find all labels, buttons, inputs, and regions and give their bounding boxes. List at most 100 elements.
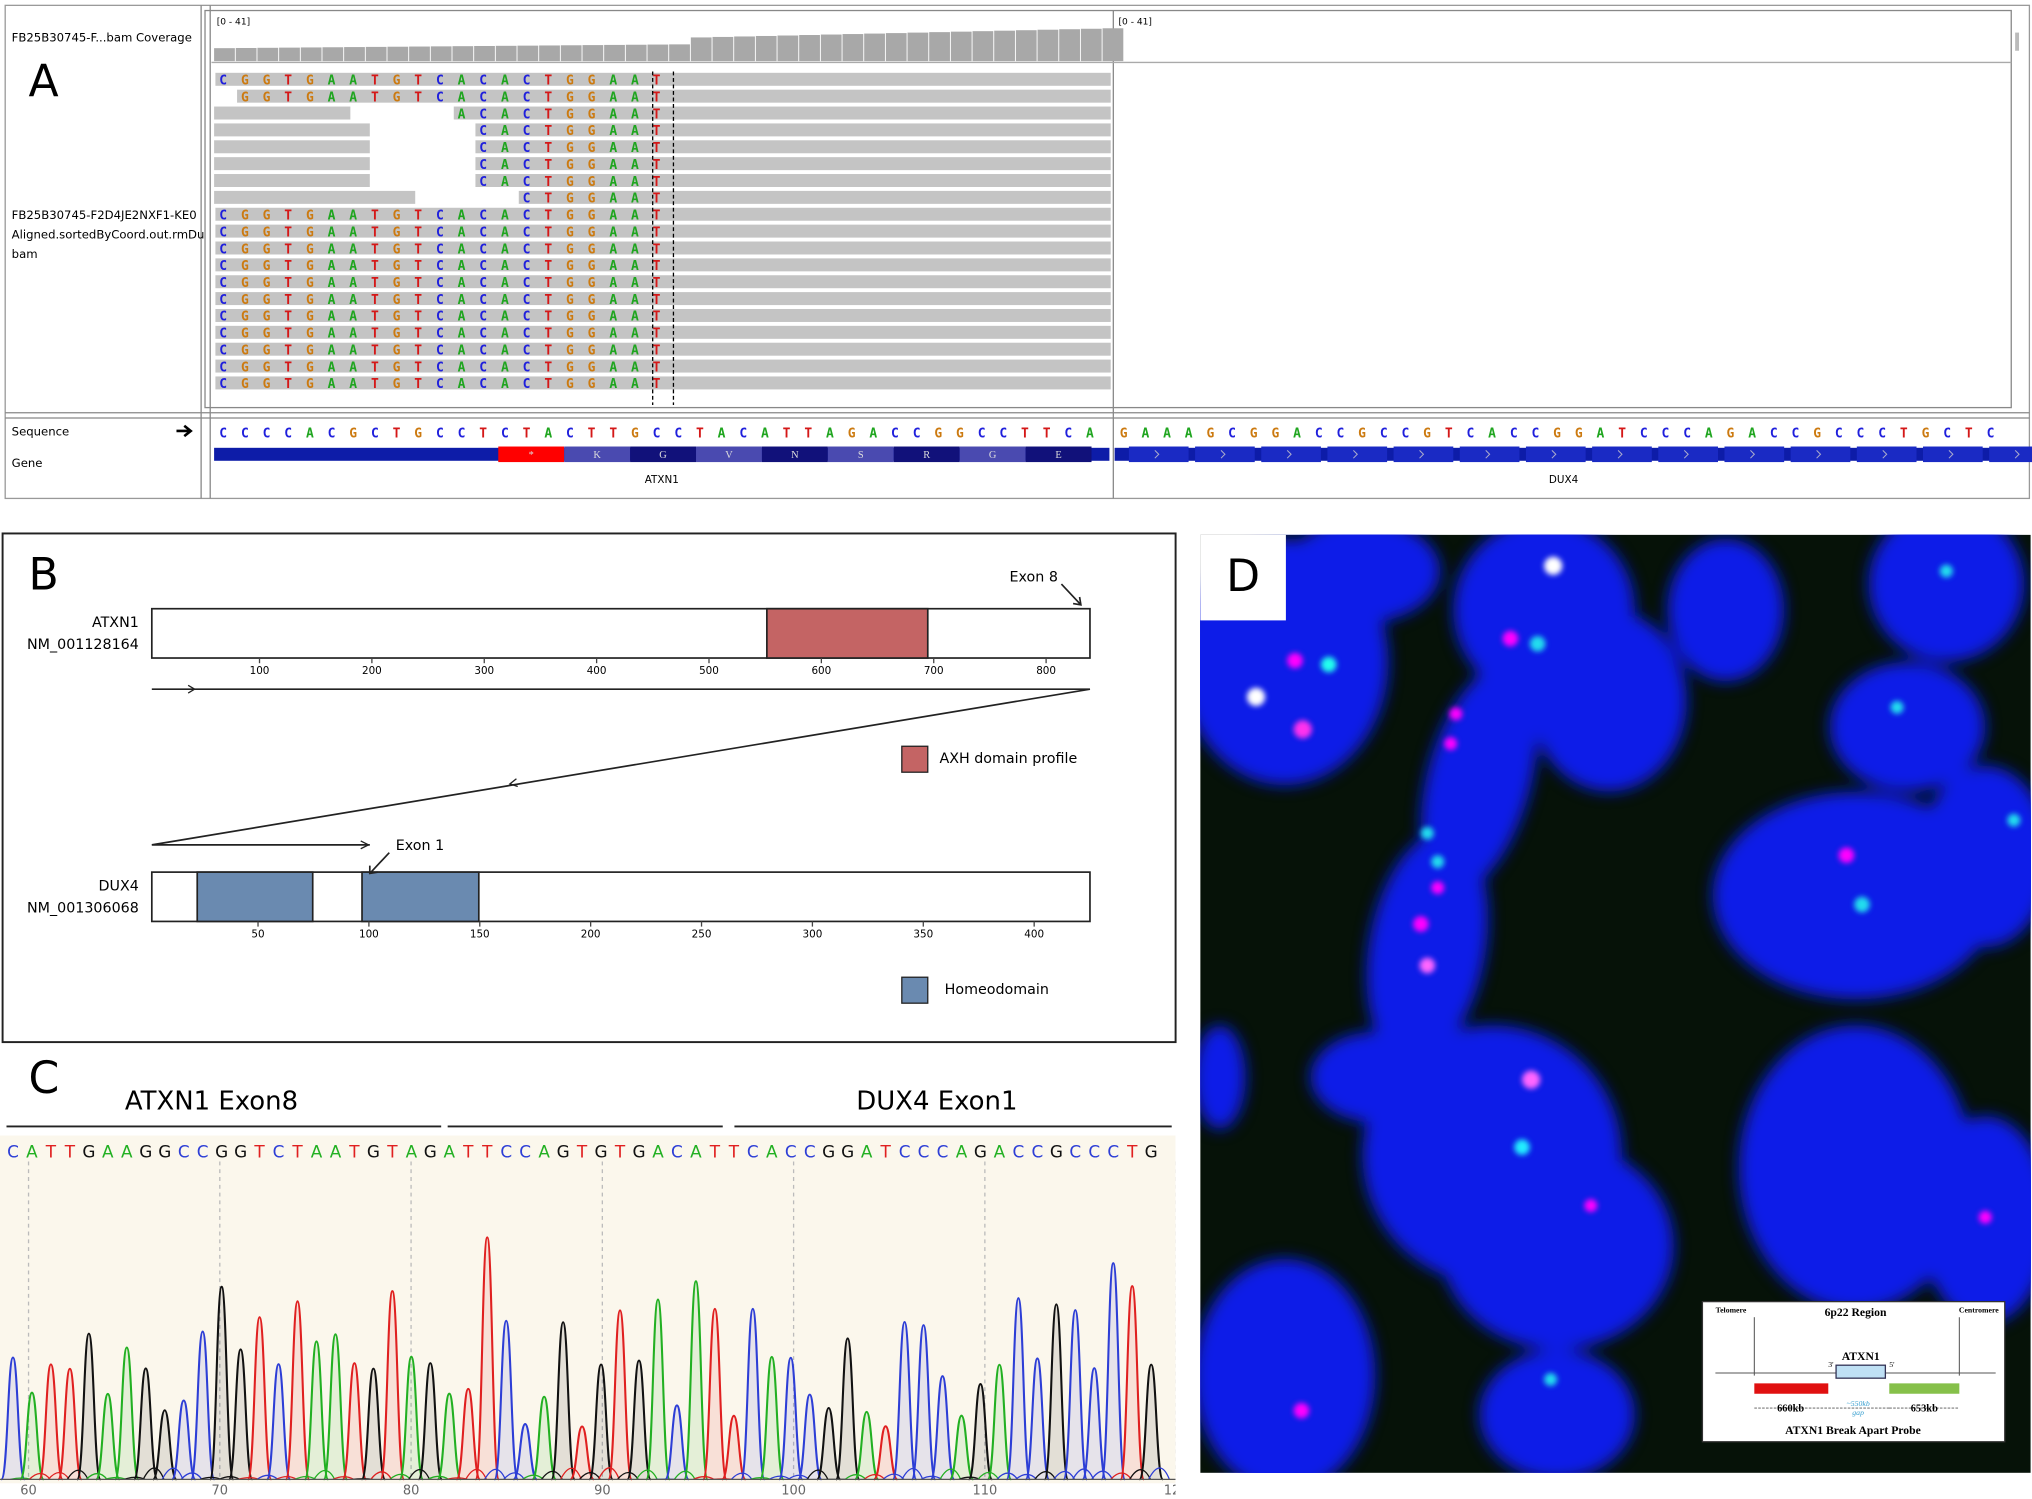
track-label: Gene (12, 456, 43, 470)
amino-acid-label: N (791, 450, 799, 461)
noise (180, 1472, 203, 1480)
amino-acid (959, 446, 1026, 463)
inset-label: 3' (1828, 1360, 1834, 1369)
amino-acid-label: * (529, 450, 534, 461)
peak (778, 1356, 804, 1481)
peak-shade (209, 1286, 234, 1480)
inset-label: 5' (1889, 1360, 1895, 1369)
peak (114, 1346, 140, 1481)
peak-shade (703, 1308, 727, 1480)
noise (996, 1472, 1019, 1480)
noise (28, 1472, 51, 1480)
peak-shade (684, 1281, 708, 1480)
tick-label: 200 (581, 928, 601, 940)
legend-label: AXH domain profile (939, 751, 1077, 767)
noise (863, 1473, 886, 1480)
peak-shade (646, 1299, 670, 1480)
peak-shade (418, 1363, 443, 1480)
strand-arrow (1683, 450, 1689, 459)
tick-label: 250 (692, 928, 712, 940)
tick-label: 400 (1024, 928, 1044, 940)
strand-arrow (1750, 450, 1756, 459)
coverage-bar (929, 32, 950, 62)
tick-label: 100 (781, 1484, 806, 1499)
legend-swatch (901, 745, 929, 773)
coverage-bar (885, 33, 907, 62)
noise (1129, 1469, 1151, 1480)
peak-shade (285, 1301, 310, 1480)
track-label: Aligned.sortedByCoord.out.rmDu (12, 228, 205, 242)
track-label: FB25B30745-F2D4JE2NXF1-KE0 (12, 208, 197, 222)
peak-shade (228, 1349, 253, 1480)
tick-label: 50 (251, 928, 264, 940)
peak (759, 1355, 785, 1481)
peak (683, 1280, 709, 1481)
noise (484, 1468, 506, 1480)
tick-label: 300 (803, 928, 823, 940)
coverage-bar (474, 45, 495, 62)
peak-shade (836, 1338, 860, 1480)
peak-shade (987, 1364, 1012, 1480)
coverage-bar (1059, 29, 1080, 62)
noise (597, 1467, 620, 1480)
noise (370, 1471, 393, 1480)
coverage-bar (539, 45, 560, 62)
peak-shade (96, 1393, 120, 1480)
peak (1081, 1367, 1107, 1481)
peak (341, 1362, 368, 1481)
amino-acid-label: V (725, 450, 733, 461)
peak-shade (20, 1392, 44, 1480)
panel-label: D (1226, 551, 1260, 602)
noise (408, 1468, 431, 1480)
read (215, 376, 1111, 390)
fish-labels: D Telomere 6p22 Region Centromere ATXN1 3' 5' 6… (1226, 551, 1999, 1437)
peak-shade (342, 1363, 367, 1480)
segment-label: DUX4 Exon1 (856, 1086, 1017, 1116)
noise (844, 1474, 867, 1480)
amino-acid (630, 446, 697, 463)
peak-shade (1082, 1368, 1106, 1480)
inset-label: 653kb (1911, 1404, 1938, 1415)
strand-arrow (1948, 450, 1954, 459)
peak (1005, 1297, 1032, 1481)
strand-arrow (1816, 450, 1822, 459)
peak-shade (873, 1426, 898, 1480)
fusion-line (151, 688, 1091, 846)
peak-shade (570, 1426, 594, 1480)
peak-shade (456, 1388, 480, 1480)
peak (588, 1363, 614, 1481)
read (215, 325, 1111, 339)
read (475, 123, 1111, 137)
peak (227, 1348, 254, 1481)
tick-label: 700 (924, 665, 944, 677)
coverage-bar (344, 47, 365, 62)
read (518, 190, 1111, 204)
read (215, 275, 1111, 289)
read (475, 140, 1111, 154)
peak-shade (77, 1333, 101, 1480)
noise (977, 1471, 1000, 1480)
peak-shade (437, 1393, 461, 1480)
inset-title: 6p22 Region (1825, 1306, 1887, 1319)
tick-label: 200 (362, 665, 382, 677)
strand-arrow (1220, 450, 1226, 459)
coverage-bar (1037, 29, 1059, 62)
peak-shade (949, 1415, 974, 1480)
noise (142, 1467, 165, 1480)
peak (891, 1320, 918, 1481)
peak (398, 1355, 425, 1481)
peak (550, 1321, 576, 1481)
coverage-bar (712, 36, 734, 62)
peak-shade (1120, 1286, 1144, 1480)
